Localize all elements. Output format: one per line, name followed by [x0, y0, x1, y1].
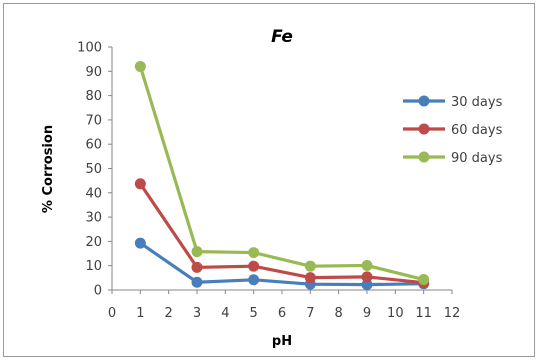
chart-title: Fe — [271, 27, 293, 47]
y-tick-label: 80 — [85, 89, 102, 104]
series-line-30-days — [139, 241, 424, 287]
x-axis-label: pH — [272, 334, 292, 349]
data-point-30-days — [248, 274, 260, 286]
x-tick-label: 2 — [165, 306, 173, 321]
data-point-60-days — [191, 261, 203, 273]
legend-marker-30-days — [418, 95, 430, 107]
data-point-90-days — [418, 274, 430, 286]
y-tick-label: 10 — [85, 259, 102, 274]
legend-label-90-days: 90 days — [451, 151, 503, 166]
legend-label-60-days: 60 days — [451, 123, 503, 138]
plot-lines — [134, 60, 430, 291]
data-point-30-days — [134, 237, 146, 249]
x-tick-label: 7 — [306, 306, 314, 321]
x-tick-label: 12 — [444, 306, 461, 321]
y-tick-label: 90 — [85, 65, 102, 80]
x-tick-label: 3 — [193, 306, 201, 321]
y-tick-label: 60 — [85, 138, 102, 153]
data-point-60-days — [134, 178, 146, 190]
data-point-30-days — [361, 279, 373, 291]
y-tick-label: 50 — [85, 162, 102, 177]
data-point-60-days — [361, 271, 373, 283]
data-point-90-days — [248, 247, 260, 259]
y-tick-label: 20 — [85, 235, 102, 250]
y-tick-label: 0 — [94, 284, 102, 299]
data-point-90-days — [191, 246, 203, 258]
x-tick-label: 8 — [335, 306, 343, 321]
y-axis-label: % Corrosion — [41, 125, 56, 213]
data-point-60-days — [248, 260, 260, 272]
series-line-90-days — [138, 65, 425, 282]
y-tick-label: 70 — [85, 113, 102, 128]
legend-marker-90-days — [418, 151, 430, 163]
legend: 30 days 60 days 90 days — [403, 95, 503, 166]
x-tick-label: 4 — [221, 306, 229, 321]
x-tick-label: 1 — [136, 306, 144, 321]
chart-frame — [3, 3, 535, 357]
y-tick-label: 30 — [85, 211, 102, 226]
series-line-60-days — [139, 182, 424, 285]
legend-label-30-days: 30 days — [451, 95, 503, 110]
legend-marker-60-days — [418, 123, 430, 135]
data-point-90-days — [134, 60, 146, 72]
x-tick-label: 11 — [415, 306, 432, 321]
x-tick-label: 6 — [278, 306, 286, 321]
data-point-30-days — [191, 276, 203, 288]
y-tick-label: 40 — [85, 186, 102, 201]
x-tick-label: 0 — [108, 306, 116, 321]
x-tick-label: 5 — [250, 306, 258, 321]
x-tick-label: 9 — [363, 306, 371, 321]
data-point-60-days — [304, 272, 316, 284]
data-point-90-days — [361, 259, 373, 271]
y-tick-label: 100 — [77, 41, 102, 56]
data-point-90-days — [304, 260, 316, 272]
x-tick-label: 10 — [387, 306, 404, 321]
